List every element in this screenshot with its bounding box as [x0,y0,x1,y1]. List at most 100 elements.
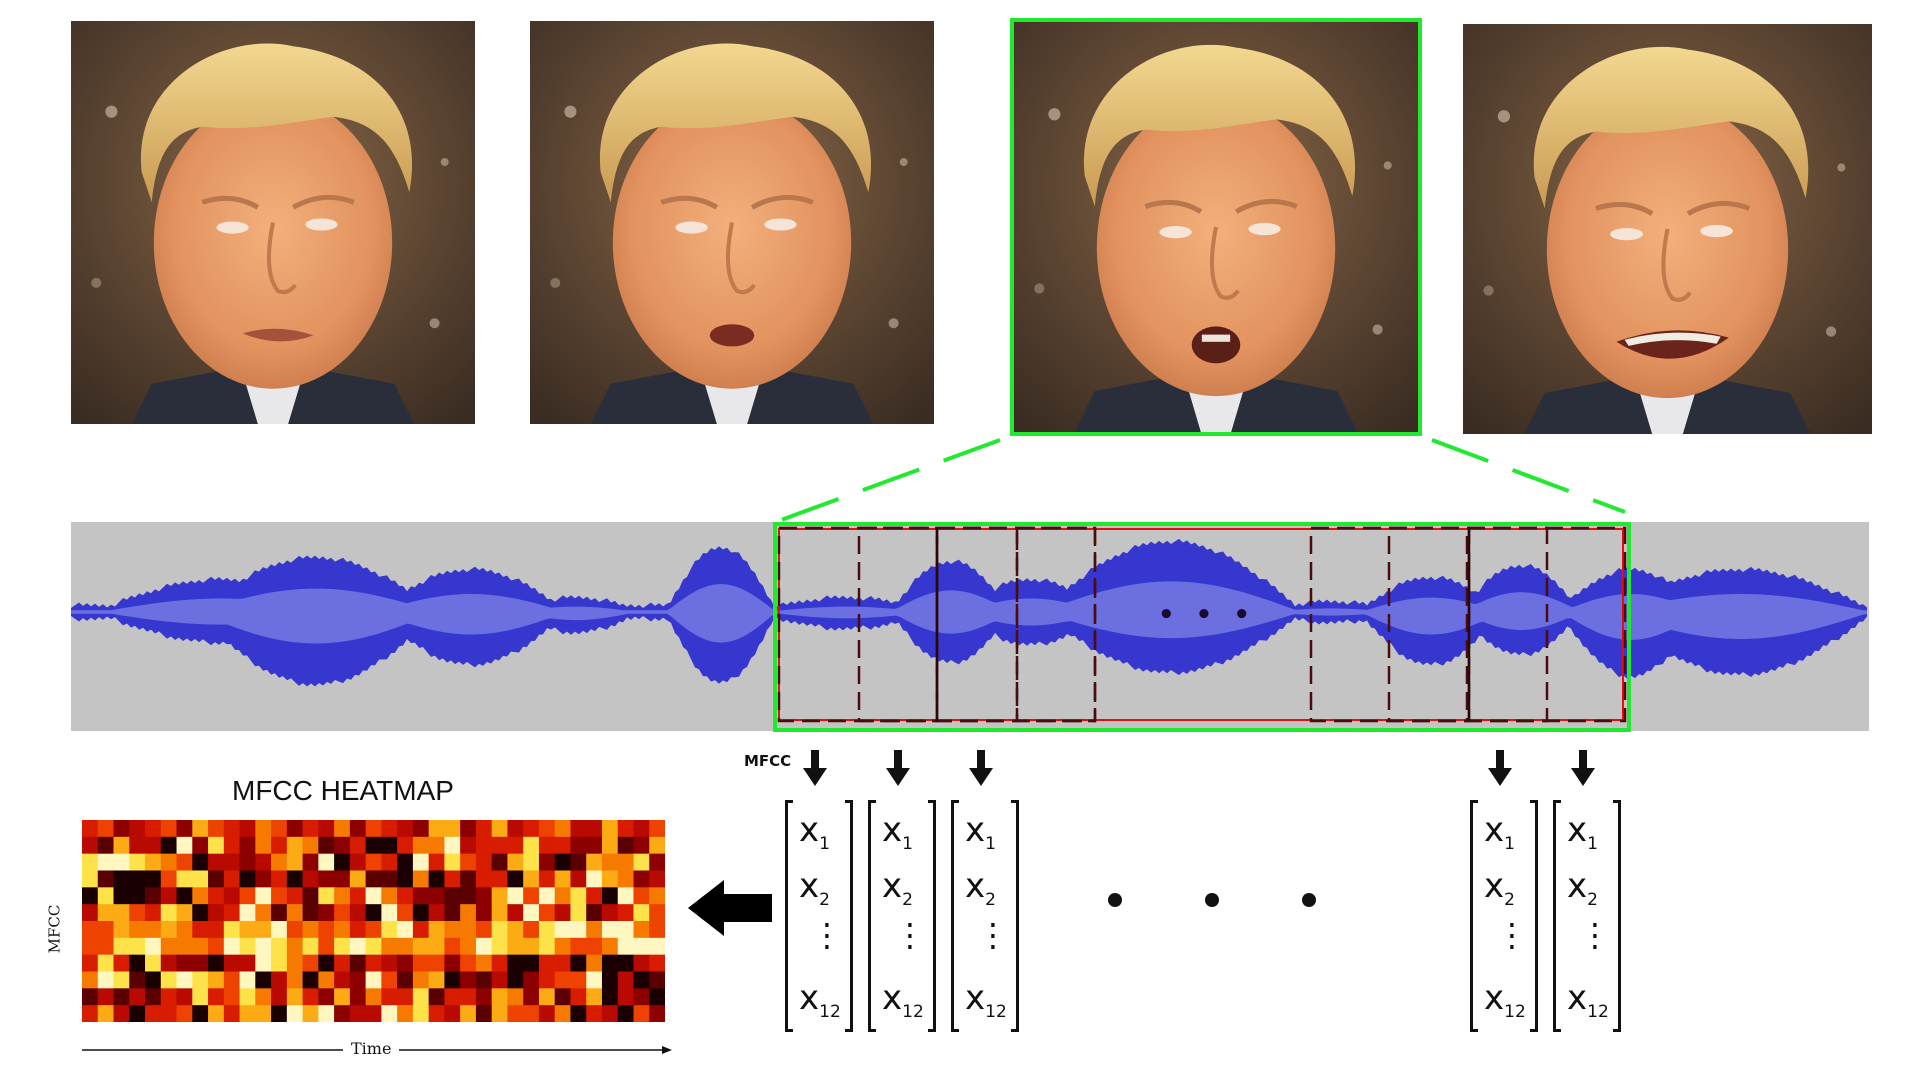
bracket-left [951,800,959,1032]
heatmap-cell [538,820,556,838]
heatmap-cell [223,887,241,905]
heatmap-cell [349,921,367,939]
heatmap-cell [475,1005,493,1023]
heatmap-cell [649,887,666,905]
heatmap-cell [129,971,146,989]
heatmap-cell [97,921,115,939]
heatmap-cell [208,937,225,956]
heatmap-cell [365,887,382,905]
heatmap-cell [239,988,256,1006]
heatmap-cell [160,904,178,922]
heatmap-cell [271,921,288,939]
down-arrow-5 [1571,750,1595,786]
heatmap-cell [491,1005,508,1023]
heatmap-cell [223,937,241,956]
heatmap-cell [349,904,367,922]
heatmap-cell [649,954,666,972]
heatmap-cell [397,836,414,855]
heatmap-cell [145,921,162,939]
heatmap-cell [113,904,130,922]
heatmap-cell [349,954,367,972]
heatmap-cell [460,870,477,888]
heatmap-cell [208,971,225,989]
heatmap-cell [649,921,666,939]
heatmap-cell [365,954,382,972]
heatmap-cell [586,836,603,855]
bracket-right [845,800,853,1032]
heatmap-cell [633,870,650,888]
heatmap-cell [397,921,414,939]
heatmap-cell [428,904,445,922]
heatmap-cell [444,853,461,871]
heatmap-cell [491,820,508,838]
heatmap-cell [444,887,461,905]
heatmap-cell [444,1005,461,1023]
heatmap-cell [617,887,634,905]
heatmap-cell [286,836,304,855]
heatmap-cell [428,870,445,888]
heatmap-cell [239,820,256,838]
heatmap-cell [129,988,146,1006]
heatmap-cell [460,971,477,989]
heatmap-cell [538,836,556,855]
heatmap-cell [601,870,619,888]
heatmap-cell [334,870,351,888]
heatmap-cell [208,887,225,905]
heatmap-cell [554,904,571,922]
heatmap-cell [397,870,414,888]
heatmap-cell [129,954,146,972]
heatmap-cell [82,853,99,871]
heatmap-cell [334,887,351,905]
heatmap-cell [507,870,524,888]
face-frame-3-highlighted [1010,18,1422,436]
heatmap-cell [586,887,603,905]
heatmap-cell [397,1005,414,1023]
heatmap-cell [145,988,162,1006]
vector-vdots: ⋮ [811,916,843,954]
heatmap-cell [82,1005,99,1023]
heatmap-cell [475,937,493,956]
heatmap-cell [617,937,634,956]
vector-entry-x2: x2 [1484,866,1515,910]
heatmap-cell [538,971,556,989]
heatmap-cell [255,937,272,956]
heatmap-cell [460,836,477,855]
heatmap-cell [523,836,540,855]
heatmap-cell [113,836,130,855]
heatmap-cell [570,1005,587,1023]
heatmap-cell [649,971,666,989]
heatmap-cell [365,1005,382,1023]
bracket-left [1470,800,1478,1032]
heatmap-cell [334,954,351,972]
heatmap-cell [507,904,524,922]
heatmap-cell [507,988,524,1006]
heatmap-cell [633,1005,650,1023]
heatmap-cell [554,921,571,939]
heatmap-cell [491,887,508,905]
heatmap-cell [460,937,477,956]
face-image-3 [1014,22,1418,432]
heatmap-cell [113,820,130,838]
heatmap-cell [176,820,193,838]
heatmap-cell [286,887,304,905]
heatmap-cell [286,820,304,838]
heatmap-cell [271,820,288,838]
vector-entry-x1: x1 [1567,810,1598,854]
heatmap-cell [145,954,162,972]
feature-vector-2: x1 x2 x12 ⋮ [868,800,936,1032]
heatmap-cell [349,988,367,1006]
heatmap-cell [113,937,130,956]
heatmap-cell [444,921,461,939]
heatmap-cell [192,870,209,888]
heatmap-cell [570,988,587,1006]
face-frame-1 [71,21,475,424]
heatmap-cell [176,971,193,989]
vector-entry-x1: x1 [965,810,996,854]
heatmap-cell [570,820,587,838]
heatmap-cell [491,853,508,871]
face-frame-2 [530,21,934,424]
heatmap-cell [649,870,666,888]
heatmap-cell [145,937,162,956]
heatmap-cell [160,954,178,972]
heatmap-cell [286,937,304,956]
